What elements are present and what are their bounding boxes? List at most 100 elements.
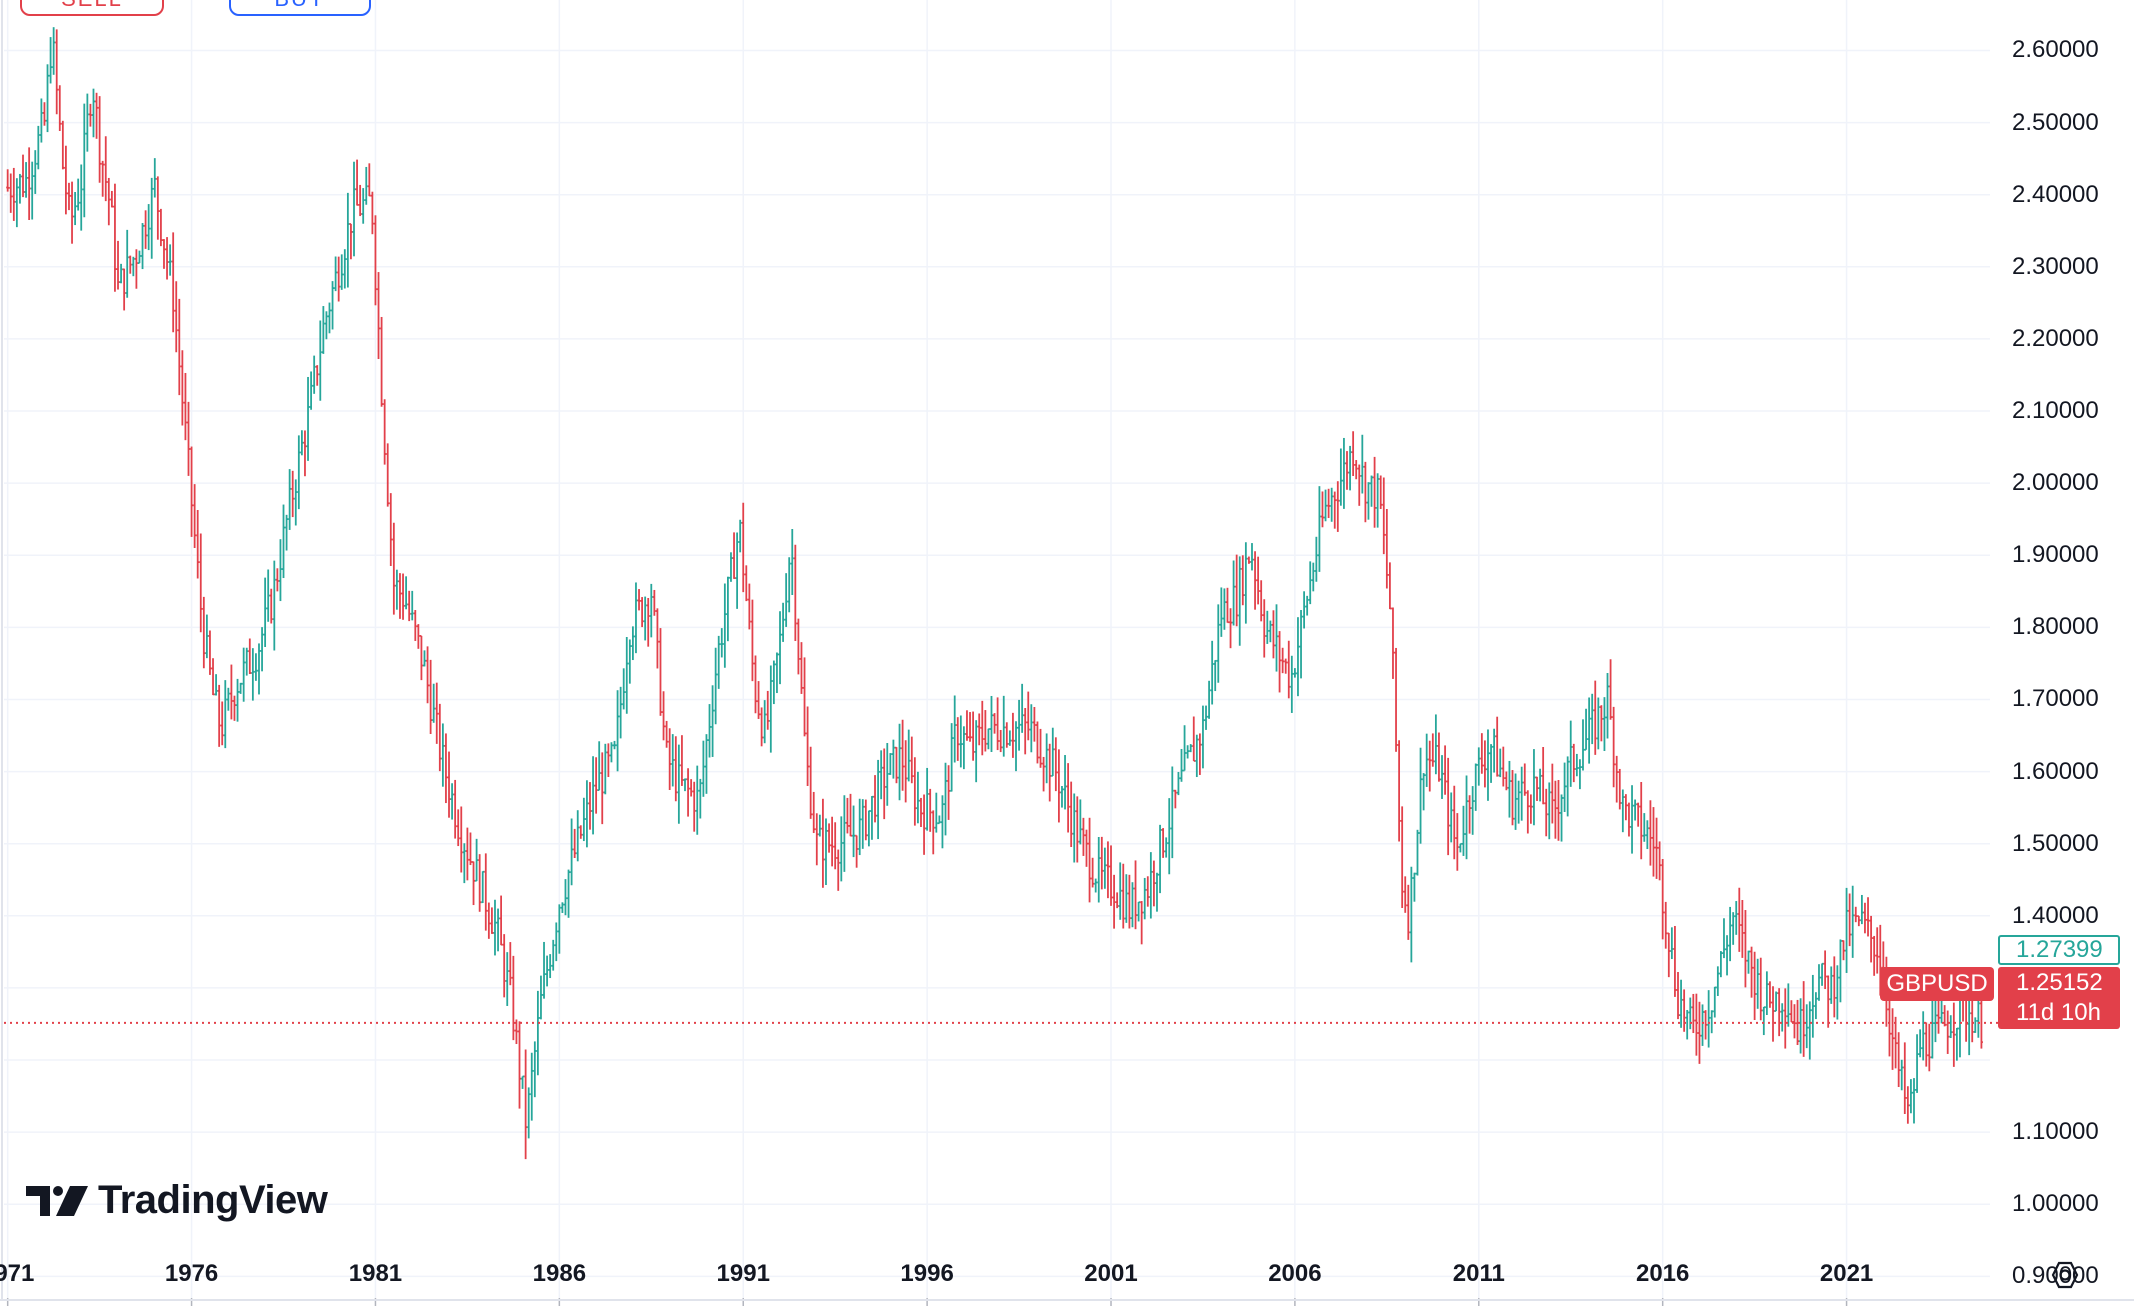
ohlc-bar [524, 1049, 528, 1160]
ohlc-bar [989, 695, 993, 753]
ohlc-bar [778, 611, 782, 685]
ohlc-bar [1845, 887, 1849, 973]
ohlc-bar [757, 681, 761, 719]
ohlc-bar [1452, 785, 1456, 860]
ohlc-bar [720, 628, 724, 658]
ohlc-bar [996, 697, 1000, 751]
ohlc-bar [202, 596, 206, 669]
ohlc-bar [49, 37, 53, 84]
ohlc-bar [732, 532, 736, 579]
y-tick-label: 1.70000 [2012, 685, 2099, 713]
ohlc-bar [1670, 927, 1674, 960]
sell-button[interactable]: SELL [20, 0, 164, 16]
ohlc-bar [285, 514, 289, 551]
ohlc-bar [1051, 727, 1055, 777]
ohlc-bar [1507, 760, 1511, 818]
ohlc-bar [1173, 789, 1177, 809]
buy-button[interactable]: BUY [229, 0, 371, 16]
ohlc-bar [1575, 753, 1579, 777]
ohlc-bar [1529, 794, 1533, 824]
ohlc-bar [1121, 863, 1125, 929]
ohlc-bar [401, 573, 405, 620]
ohlc-bar [481, 870, 485, 904]
ohlc-bar [1376, 473, 1380, 528]
ohlc-bar [1388, 562, 1392, 610]
y-tick-label: 2.30000 [2012, 252, 2099, 280]
ohlc-bar [882, 748, 886, 820]
y-tick-label: 2.60000 [2012, 36, 2099, 64]
ohlc-bar [1158, 824, 1162, 894]
ohlc-bar [1517, 780, 1521, 824]
ohlc-bar [91, 88, 95, 138]
ohlc-bar [168, 244, 172, 276]
ohlc-bar [275, 568, 279, 592]
ohlc-bar [901, 719, 905, 791]
ohlc-bar [1734, 901, 1738, 935]
ohlc-bar [1330, 487, 1334, 522]
ohlc-bar [1127, 874, 1131, 929]
ohlc-bar [349, 223, 353, 260]
ohlc-bar [493, 899, 497, 956]
ohlc-bar [177, 298, 181, 396]
ohlc-bar [1176, 771, 1180, 796]
ohlc-bar [1596, 697, 1600, 750]
ohlc-bar [475, 838, 479, 882]
ohlc-bar [18, 173, 22, 204]
y-tick-label: 1.40000 [2012, 901, 2099, 929]
ohlc-bar [110, 190, 114, 208]
x-tick-label: 2011 [1452, 1260, 1505, 1287]
ohlc-bar [634, 582, 638, 654]
x-tick-label: 1976 [164, 1260, 219, 1287]
ohlc-bar [1716, 966, 1720, 996]
ohlc-bar [346, 192, 350, 288]
ohlc-bar [1103, 847, 1107, 889]
ohlc-bar [1900, 1059, 1904, 1091]
ohlc-bar [251, 648, 255, 701]
ohlc-bar [1244, 542, 1248, 624]
ohlc-bar [744, 565, 748, 602]
ohlc-bar [1008, 730, 1012, 746]
x-tick-label: 2006 [1268, 1260, 1322, 1287]
ohlc-bar [1014, 721, 1018, 772]
ohlc-bar [1152, 860, 1156, 907]
ohlc-bar [1458, 842, 1462, 853]
ohlc-bar [689, 779, 693, 797]
ohlc-bar [1207, 680, 1211, 719]
ohlc-bar [444, 733, 448, 804]
ohlc-bar [1633, 799, 1637, 821]
ohlc-bar [1857, 915, 1861, 927]
ohlc-bar [570, 818, 574, 886]
ohlc-bar [1627, 802, 1631, 837]
ohlc-bar [1722, 918, 1726, 959]
ohlc-bar [1268, 620, 1272, 643]
tradingview-logo[interactable]: TradingView [26, 1178, 328, 1223]
y-tick-label: 1.10000 [2012, 1118, 2099, 1146]
ohlc-bar [940, 795, 944, 849]
ohlc-bar [726, 576, 730, 642]
ohlc-bar [205, 614, 209, 659]
ohlc-bar [1363, 461, 1367, 523]
ohlc-bar [643, 596, 647, 641]
ohlc-bar [334, 256, 338, 292]
ohlc-bar [885, 742, 889, 806]
ohlc-bar [1256, 556, 1260, 605]
ohlc-bar [671, 734, 675, 787]
ohlc-bar [1360, 434, 1364, 494]
ohlc-bar [242, 647, 246, 702]
ohlc-bar [790, 528, 794, 595]
ohlc-bar [585, 780, 589, 848]
x-tick-label: 2001 [1084, 1260, 1138, 1287]
ohlc-bar [551, 939, 555, 971]
ohlc-bar [468, 832, 472, 866]
ohlc-bar [530, 1052, 534, 1121]
ohlc-bar [1921, 1011, 1925, 1061]
settings-icon[interactable] [2050, 1260, 2080, 1290]
ohlc-bar [1639, 782, 1643, 860]
ohlc-bar [1918, 1029, 1922, 1058]
ohlc-bar [1796, 999, 1800, 1046]
ohlc-bar [640, 597, 644, 628]
ohlc-bar [888, 753, 892, 775]
ohlc-bar [1048, 743, 1052, 802]
